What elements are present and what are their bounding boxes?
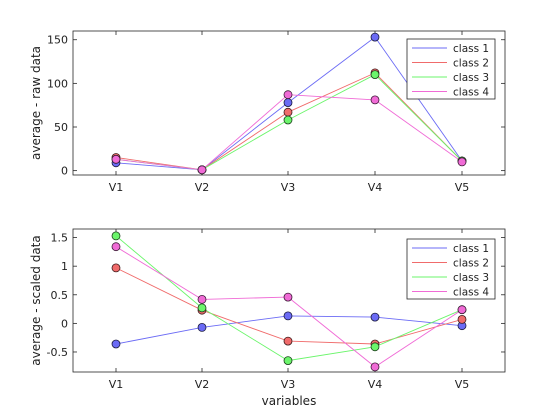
data-point [457, 305, 467, 315]
y-tick-label: 0.5 [51, 289, 69, 302]
data-point [457, 157, 467, 167]
y-tick-label: 1 [61, 260, 68, 273]
y-tick-label: 1.5 [51, 232, 69, 245]
y-tick-label: 50 [54, 121, 68, 134]
data-point [283, 98, 293, 107]
data-point [197, 322, 207, 332]
y-axis-label: average - scaled data [29, 235, 43, 365]
legend-label: class 4 [453, 287, 489, 299]
y-tick-label: 100 [47, 77, 68, 90]
x-tick-label: V2 [195, 181, 210, 194]
x-tick-label: V1 [109, 181, 124, 194]
data-point [111, 339, 121, 349]
x-tick-label: V3 [281, 378, 296, 391]
data-point [197, 165, 207, 175]
x-tick-label: V3 [281, 181, 296, 194]
legend-label: class 1 [453, 43, 489, 55]
legend-label: class 1 [453, 243, 489, 255]
chart-panel-1: 0 50 100 150 V1 V2 V3 V4 V5 average - raw data cla… [29, 30, 506, 194]
data-point [283, 107, 293, 117]
data-point [111, 154, 121, 164]
chart-panel-2: -0.5 0 0.5 1 1.5 V1 V2 V3 V4 V5 average - scaled d… [29, 228, 506, 408]
data-point [283, 311, 293, 321]
y-tick-label: 150 [47, 34, 68, 47]
data-point [111, 263, 121, 273]
data-point [197, 303, 207, 313]
legend-label: class 2 [453, 58, 489, 70]
legend-box [406, 238, 496, 300]
data-point [197, 294, 207, 304]
legend-label: class 4 [453, 87, 489, 99]
data-point [457, 314, 467, 324]
legend: class 1 class 2 class 3 class 4 [406, 38, 496, 100]
y-tick-label: 0 [61, 165, 68, 178]
data-point [370, 362, 380, 372]
x-tick-label: V1 [109, 378, 124, 391]
x-tick-label: V5 [455, 378, 470, 391]
legend-label: class 2 [453, 258, 489, 270]
data-point [370, 342, 380, 352]
legend-label: class 3 [453, 272, 489, 284]
data-point [111, 231, 121, 241]
data-point [283, 90, 293, 100]
x-tick-label: V4 [368, 378, 383, 391]
data-point [370, 70, 380, 79]
data-point [111, 242, 121, 252]
x-tick-label: V5 [455, 181, 470, 194]
y-axis-label: average - raw data [29, 46, 43, 160]
x-tick-label: V4 [368, 181, 383, 194]
legend: class 1 class 2 class 3 class 4 [406, 238, 496, 300]
data-point [370, 312, 380, 322]
data-point [370, 32, 380, 42]
y-tick-label: -0.5 [47, 346, 68, 359]
y-tick-label: 0 [61, 317, 68, 330]
legend-label: class 3 [453, 72, 489, 84]
data-point [283, 356, 293, 366]
data-point [283, 115, 293, 125]
data-point [370, 95, 380, 105]
data-point [283, 336, 293, 346]
data-point [283, 292, 293, 302]
x-axis-label: variables [262, 394, 317, 408]
x-tick-label: V2 [195, 378, 210, 391]
legend-box [406, 38, 496, 100]
